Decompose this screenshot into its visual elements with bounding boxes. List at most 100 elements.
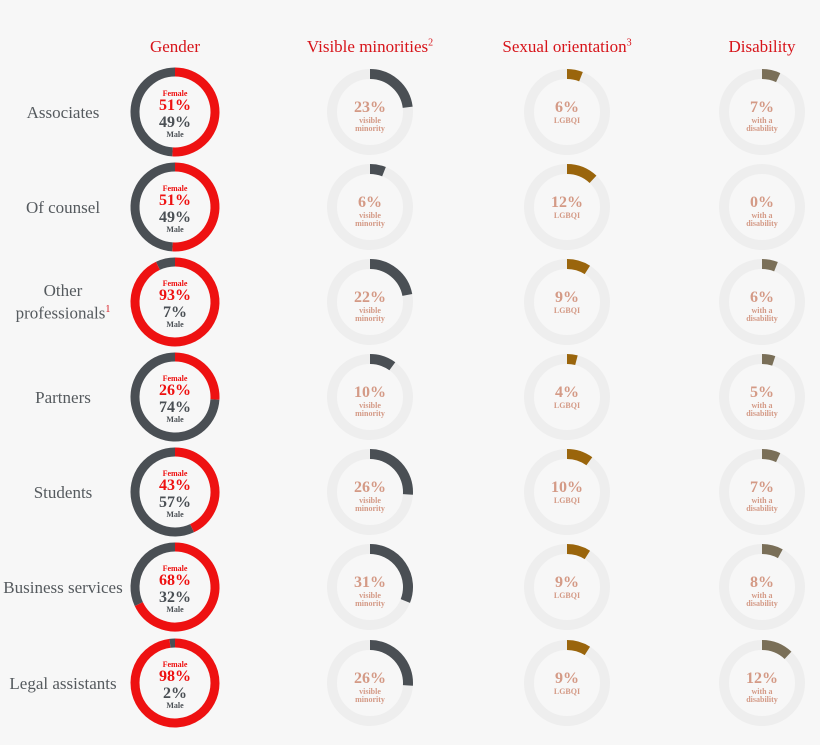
donut: [327, 544, 413, 630]
row-label: Students: [3, 483, 123, 502]
donut: [719, 449, 805, 535]
series-name: Male: [166, 130, 184, 139]
series-name: Female: [162, 564, 188, 573]
value-label: 9%: [555, 574, 579, 591]
series-name: with a disability: [746, 211, 778, 228]
value-label: 32%: [159, 589, 191, 606]
row-label: Other professionals1: [3, 281, 123, 323]
value-label: 2%: [163, 685, 187, 702]
donut-segment: [566, 449, 593, 466]
donut: [524, 640, 610, 726]
donut-track: [719, 164, 805, 250]
donut-segment: [130, 257, 220, 347]
donut-segment: [761, 449, 781, 463]
series-name: with a disability: [746, 496, 778, 513]
series-name: LGBQI: [553, 591, 581, 600]
series-name: with a disability: [746, 591, 778, 608]
series-name: visible minority: [355, 687, 385, 704]
column-title-text: Visible minorities: [306, 37, 429, 56]
column-title-text: Disability: [728, 37, 796, 56]
series-name: Male: [166, 510, 184, 519]
donut: [719, 544, 805, 630]
donut-segment: [369, 69, 413, 109]
value-label: 26%: [354, 479, 386, 496]
donut-segment: [130, 638, 220, 728]
footnote-mark: 3: [626, 37, 632, 49]
donut: [719, 640, 805, 726]
value-label: 7%: [750, 99, 774, 116]
value-label: 49%: [159, 114, 191, 131]
value-label: 8%: [750, 574, 774, 591]
series-name: LGBQI: [553, 116, 581, 125]
column-title-text: Sexual orientation: [502, 37, 627, 56]
series-name: Female: [162, 279, 188, 288]
value-label: 51%: [159, 192, 191, 209]
value-label: 26%: [159, 382, 191, 399]
value-label: 26%: [354, 670, 386, 687]
series-name: LGBQI: [553, 306, 581, 315]
series-name: visible minority: [355, 116, 385, 133]
series-name: with a disability: [746, 306, 778, 323]
column-title-text: Gender: [149, 37, 201, 56]
donut-segment: [369, 164, 386, 177]
value-label: 7%: [750, 479, 774, 496]
row-label-text: Of counsel: [25, 197, 101, 217]
series-name: with a disability: [746, 116, 778, 133]
donut-segment: [130, 162, 176, 252]
value-label: 49%: [159, 209, 191, 226]
value-label: 4%: [555, 384, 579, 401]
donut: [327, 259, 413, 345]
row-label: Associates: [3, 103, 123, 122]
donut: [130, 67, 220, 157]
value-label: 74%: [159, 399, 191, 416]
footnote-mark: 1: [105, 304, 111, 315]
value-label: 10%: [354, 384, 386, 401]
donut-segment: [130, 352, 220, 442]
row-label-text: Business services: [3, 577, 123, 597]
donut: [524, 449, 610, 535]
donut: [130, 352, 220, 442]
series-name: Male: [166, 225, 184, 234]
value-label: 0%: [750, 194, 774, 211]
donut-segment: [761, 69, 781, 83]
row-label-text: Other professionals: [15, 281, 106, 323]
donut: [524, 544, 610, 630]
column-title: Visible minorities2: [270, 37, 470, 57]
donut: [524, 354, 610, 440]
donut-segment: [174, 352, 220, 400]
donut-segment: [174, 447, 220, 533]
donut-segment: [369, 259, 413, 297]
series-name: Male: [166, 415, 184, 424]
series-name: visible minority: [355, 306, 385, 323]
value-label: 7%: [163, 304, 187, 321]
donut-segment: [566, 544, 591, 560]
series-name: Female: [162, 469, 188, 478]
donut-segment: [134, 542, 220, 632]
value-label: 22%: [354, 289, 386, 306]
donut: [524, 69, 610, 155]
donut: [130, 638, 220, 728]
donut: [327, 69, 413, 155]
series-name: LGBQI: [553, 496, 581, 505]
value-label: 5%: [750, 384, 774, 401]
donut: [130, 542, 220, 632]
donut: [130, 257, 220, 347]
row-label-text: Associates: [26, 102, 100, 122]
series-name: Female: [162, 660, 188, 669]
donut-segment: [172, 162, 220, 252]
donut-segment: [761, 259, 778, 272]
donut-segment: [130, 67, 176, 157]
series-name: with a disability: [746, 687, 778, 704]
value-label: 6%: [750, 289, 774, 306]
donut: [327, 449, 413, 535]
donut: [524, 259, 610, 345]
donut: [719, 259, 805, 345]
donut-segment: [566, 640, 591, 656]
value-label: 51%: [159, 97, 191, 114]
value-label: 57%: [159, 494, 191, 511]
value-label: 10%: [551, 479, 583, 496]
column-title: Disability: [662, 37, 820, 57]
value-label: 68%: [159, 572, 191, 589]
donut: [524, 164, 610, 250]
